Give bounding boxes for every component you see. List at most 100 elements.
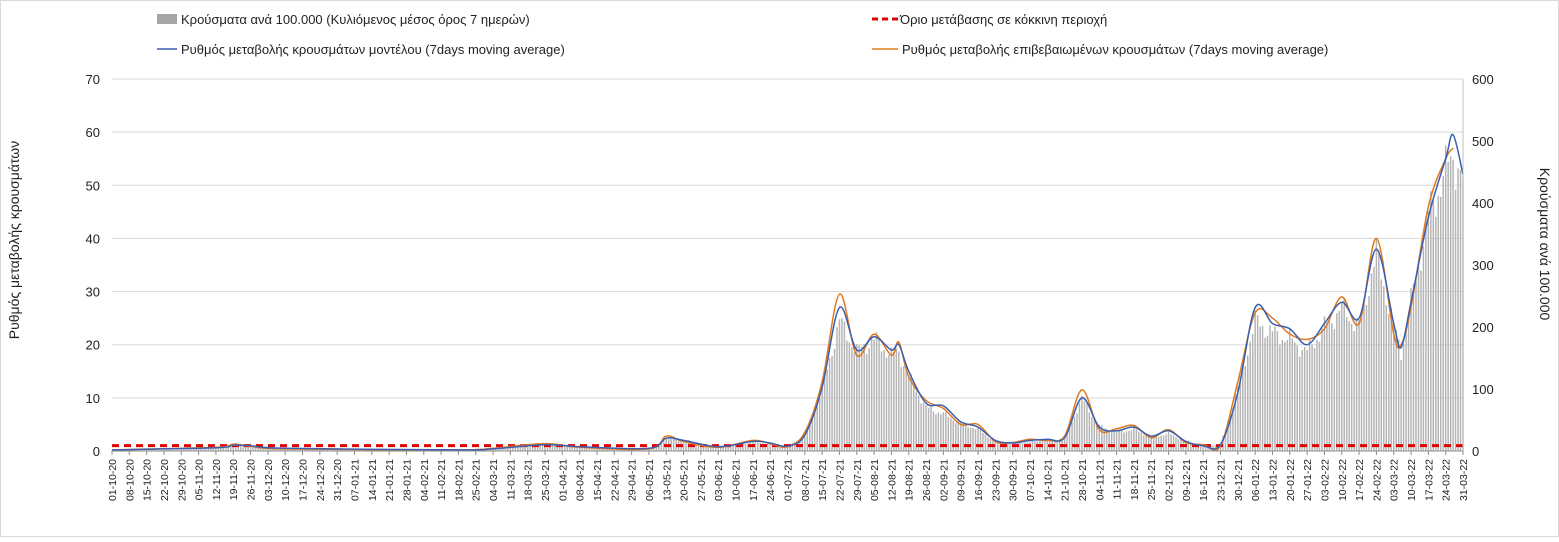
bar bbox=[779, 445, 781, 451]
bar bbox=[1021, 443, 1024, 451]
bar bbox=[715, 446, 717, 451]
bar bbox=[289, 448, 291, 451]
bar bbox=[331, 449, 333, 451]
x-tick-label: 05-08-21 bbox=[869, 459, 881, 501]
bar bbox=[178, 449, 180, 451]
bar bbox=[168, 449, 170, 451]
bar bbox=[559, 445, 561, 451]
model-rate-line bbox=[111, 133, 1464, 451]
x-tick-label: 24-02-22 bbox=[1371, 459, 1383, 501]
bar bbox=[507, 447, 509, 451]
y-right-axis-title: Κρούσματα ανά 100.000 bbox=[1537, 168, 1553, 321]
bar bbox=[935, 414, 937, 451]
bar bbox=[1289, 328, 1291, 451]
bar bbox=[826, 369, 828, 451]
x-tick-label: 04-03-21 bbox=[488, 459, 500, 501]
bar bbox=[727, 445, 729, 451]
x-tick-label: 24-03-22 bbox=[1441, 459, 1453, 501]
bar bbox=[811, 416, 813, 451]
y-right-ticks: 0 100 200 300 400 500 600 bbox=[1472, 72, 1494, 459]
bar bbox=[1086, 403, 1088, 451]
bar bbox=[336, 449, 338, 451]
bar bbox=[561, 445, 564, 451]
bar bbox=[1108, 431, 1110, 451]
bar bbox=[670, 438, 672, 451]
bar bbox=[979, 429, 982, 451]
bar bbox=[583, 446, 586, 451]
x-tick-label: 25-11-21 bbox=[1146, 459, 1158, 500]
bar bbox=[789, 443, 791, 451]
bar bbox=[1345, 317, 1348, 451]
bar bbox=[569, 446, 571, 451]
bar bbox=[1323, 316, 1326, 451]
bar bbox=[1360, 313, 1363, 451]
bar bbox=[1128, 430, 1130, 451]
bar bbox=[1249, 341, 1251, 451]
bar bbox=[522, 446, 524, 451]
bar bbox=[1395, 329, 1397, 451]
bar bbox=[1276, 331, 1279, 451]
bar bbox=[564, 445, 566, 451]
bar bbox=[1155, 435, 1157, 451]
bar bbox=[1058, 439, 1061, 451]
bar bbox=[1093, 418, 1096, 451]
bar bbox=[987, 437, 989, 451]
bar bbox=[1118, 430, 1120, 451]
bar bbox=[517, 446, 519, 451]
bar bbox=[1140, 432, 1143, 451]
bar bbox=[974, 429, 977, 451]
bar bbox=[534, 445, 536, 451]
y-left-ticks: 0 10 20 30 40 50 60 70 bbox=[86, 72, 100, 459]
x-tick-label: 01-10-20 bbox=[107, 459, 119, 501]
bar bbox=[648, 448, 650, 451]
x-tick-label: 02-12-21 bbox=[1164, 459, 1176, 501]
bar bbox=[170, 449, 173, 451]
bar bbox=[361, 449, 363, 451]
bar bbox=[1244, 366, 1246, 451]
bar bbox=[259, 446, 262, 451]
bar bbox=[1204, 445, 1207, 451]
bar bbox=[556, 445, 559, 451]
bar bbox=[190, 449, 192, 451]
x-tick-label: 14-01-21 bbox=[367, 459, 379, 501]
bar bbox=[1370, 273, 1373, 451]
bar bbox=[1266, 335, 1269, 451]
bar bbox=[215, 447, 217, 451]
bar bbox=[1427, 211, 1430, 451]
y-left-tick-label: 0 bbox=[93, 444, 100, 459]
x-tick-label: 08-07-21 bbox=[800, 459, 812, 501]
bar bbox=[1135, 429, 1138, 451]
x-tick-label: 22-07-21 bbox=[834, 459, 846, 501]
bar bbox=[1407, 316, 1410, 451]
bar bbox=[294, 448, 296, 451]
x-tick-label: 31-12-20 bbox=[332, 459, 344, 501]
bar bbox=[1447, 161, 1449, 452]
bar bbox=[890, 347, 893, 451]
bar bbox=[1291, 338, 1294, 451]
bar bbox=[576, 446, 578, 451]
y-left-tick-label: 20 bbox=[86, 338, 100, 353]
x-tick-label: 18-11-21 bbox=[1129, 459, 1141, 500]
x-tick-label: 26-08-21 bbox=[921, 459, 933, 501]
bar bbox=[942, 412, 945, 451]
bar bbox=[1410, 288, 1412, 451]
bar bbox=[1076, 413, 1078, 451]
bar bbox=[1331, 323, 1333, 451]
bar bbox=[1400, 359, 1402, 451]
bar bbox=[1326, 322, 1328, 451]
x-tick-label: 17-03-22 bbox=[1423, 459, 1435, 501]
bar bbox=[281, 448, 284, 451]
x-tick-label: 03-03-22 bbox=[1389, 459, 1401, 501]
bar bbox=[519, 446, 522, 451]
bar bbox=[932, 411, 935, 451]
bar bbox=[1068, 427, 1071, 451]
bar bbox=[1402, 343, 1405, 451]
bar bbox=[1449, 156, 1452, 451]
gridlines bbox=[112, 78, 1463, 399]
bar bbox=[242, 444, 244, 451]
bar bbox=[311, 449, 314, 451]
bar bbox=[264, 447, 267, 451]
x-tick-label: 25-02-21 bbox=[471, 459, 483, 501]
bar bbox=[685, 439, 687, 451]
